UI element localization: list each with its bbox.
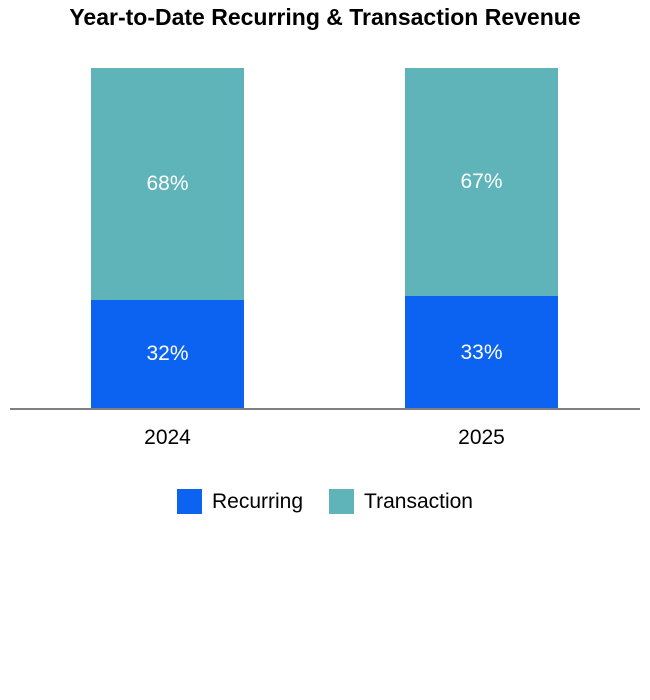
data-label-2025-recurring: 33%: [460, 340, 503, 364]
legend-item-transaction: Transaction: [329, 489, 473, 514]
data-label-2025-transaction: 67%: [460, 170, 503, 194]
legend: Recurring Transaction: [0, 489, 650, 514]
x-axis-label-2025: 2025: [458, 426, 505, 449]
bar-2025-recurring-segment: 33%: [405, 296, 558, 409]
bar-2024: 68% 32%: [91, 68, 244, 409]
data-label-2024-recurring: 32%: [146, 342, 189, 366]
data-label-2024-transaction: 68%: [146, 171, 189, 195]
legend-label-transaction: Transaction: [364, 489, 473, 513]
bar-2024-transaction-segment: 68%: [91, 68, 244, 300]
legend-label-recurring: Recurring: [212, 489, 304, 513]
legend-swatch-recurring-icon: [177, 489, 202, 514]
x-axis-label-2024: 2024: [144, 426, 191, 449]
legend-swatch-transaction-icon: [329, 489, 355, 514]
bar-2025-transaction-segment: 67%: [405, 68, 558, 297]
bar-2024-recurring-segment: 32%: [91, 299, 244, 409]
chart-title: Year-to-Date Recurring & Transaction Rev…: [69, 4, 581, 30]
legend-item-recurring: Recurring: [177, 489, 303, 514]
bar-2025: 67% 33%: [405, 68, 558, 409]
x-axis-line: [10, 408, 640, 410]
